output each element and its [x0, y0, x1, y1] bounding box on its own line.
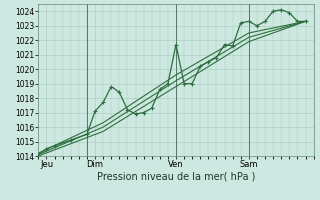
X-axis label: Pression niveau de la mer( hPa ): Pression niveau de la mer( hPa ) [97, 172, 255, 182]
